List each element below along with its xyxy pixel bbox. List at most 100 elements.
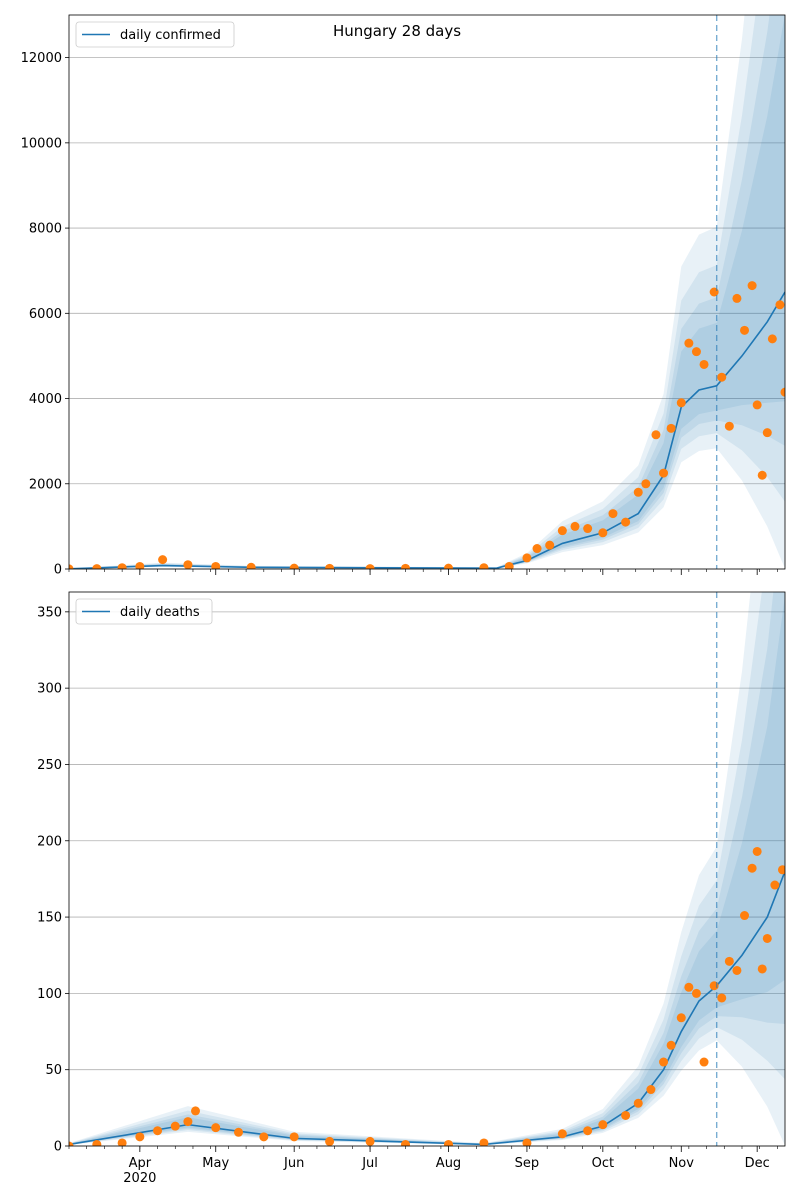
data-point (444, 1139, 454, 1146)
panel-daily-confirmed: 0 2000 4000 6000 8000 10000 12000 daily confirm… (21, 14, 786, 578)
data-point (757, 964, 767, 974)
data-point (570, 521, 580, 531)
y-tick-label: 12000 (21, 51, 62, 66)
data-point (545, 540, 555, 550)
data-point (666, 1040, 676, 1050)
data-point (365, 1136, 375, 1146)
data-point (770, 880, 780, 890)
data-point (757, 470, 767, 480)
data-point (767, 334, 777, 344)
data-point (752, 846, 762, 856)
data-point (92, 1139, 102, 1146)
y-tick-label: 200 (37, 834, 62, 849)
data-point (633, 1098, 643, 1108)
data-point (117, 563, 127, 569)
data-point (752, 400, 762, 410)
data-point (598, 1120, 608, 1130)
legend-label: daily confirmed (120, 28, 221, 43)
x-tick-label: Nov (669, 1156, 695, 1171)
data-point (676, 1013, 686, 1023)
data-point (747, 863, 757, 873)
figure-title: Hungary 28 days (333, 22, 461, 40)
y-tick-label: 4000 (29, 392, 62, 407)
data-point (775, 300, 785, 310)
data-point (557, 526, 567, 536)
data-point (504, 561, 514, 569)
data-point (183, 560, 193, 569)
data-point (699, 359, 709, 369)
y-tick-label: 50 (45, 1063, 62, 1078)
x-tick-label: Jul (361, 1156, 378, 1171)
data-point (762, 428, 772, 438)
data-point (608, 509, 618, 519)
data-point (183, 1117, 193, 1127)
data-point (211, 1123, 221, 1133)
data-point (724, 956, 734, 966)
data-point (691, 347, 701, 357)
legend-label: daily deaths (120, 605, 200, 620)
data-point (691, 988, 701, 998)
y-tick-label: 0 (54, 563, 62, 578)
y-tick-label: 6000 (29, 307, 62, 322)
y-tick-label: 250 (37, 758, 62, 773)
x-tick-label: Aug (436, 1156, 461, 1171)
data-point (522, 1138, 532, 1146)
y-tick-label: 350 (37, 605, 62, 620)
data-point (522, 553, 532, 563)
data-point (170, 1121, 180, 1131)
y-tick-label: 300 (37, 682, 62, 697)
data-point (684, 338, 694, 348)
data-point (557, 1129, 567, 1139)
data-point (583, 1126, 593, 1136)
uncertainty-band (69, 15, 785, 569)
data-point (325, 1136, 335, 1146)
data-point (400, 1139, 410, 1146)
x-tick-label: Dec (745, 1156, 770, 1171)
data-point (762, 933, 772, 943)
data-point (740, 325, 750, 335)
data-point (717, 372, 727, 382)
data-point (699, 1057, 709, 1067)
data-point (651, 430, 661, 440)
data-point (444, 563, 454, 569)
x-year-label: 2020 (123, 1171, 156, 1186)
data-point (69, 1141, 74, 1146)
data-point (732, 293, 742, 303)
data-point (135, 1132, 145, 1142)
panel-daily-deaths: 0 50 100 150 200 250 300 350 Apr May Jun Jul Aug Sep O… (37, 591, 786, 1186)
data-point (92, 564, 102, 569)
data-point (724, 421, 734, 431)
data-point (598, 528, 608, 538)
data-point (211, 561, 221, 569)
axes-frame (68, 14, 786, 570)
data-point (259, 1132, 269, 1142)
data-point (732, 965, 742, 975)
data-point (684, 982, 694, 992)
data-point (117, 1138, 127, 1146)
data-point (135, 561, 145, 569)
data-point (676, 398, 686, 408)
data-point (659, 1057, 669, 1067)
data-point (621, 1110, 631, 1120)
data-point (780, 387, 785, 397)
data-point (479, 1138, 489, 1146)
data-point (289, 1132, 299, 1142)
data-point (740, 911, 750, 921)
data-point (234, 1127, 244, 1137)
y-tick-label: 2000 (29, 477, 62, 492)
data-point (532, 544, 542, 554)
y-tick-label: 8000 (29, 222, 62, 237)
data-point (717, 993, 727, 1003)
data-point (646, 1085, 656, 1095)
data-point (289, 563, 299, 569)
data-point (191, 1106, 201, 1116)
legend: daily deaths (75, 598, 213, 625)
y-tick-label: 0 (54, 1140, 62, 1155)
data-point (400, 563, 410, 569)
data-point (69, 564, 74, 569)
data-point (659, 468, 669, 478)
data-point (325, 563, 335, 569)
data-point (583, 524, 593, 534)
data-point (641, 479, 651, 489)
